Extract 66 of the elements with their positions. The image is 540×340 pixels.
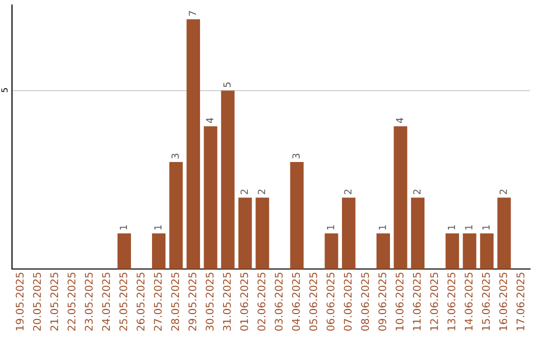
x-tick-label: 24.05.2025 — [102, 272, 110, 331]
bar — [169, 162, 183, 269]
x-tick-label: 05.06.2025 — [309, 272, 318, 331]
x-tick-label: 08.06.2025 — [361, 272, 369, 331]
x-tick-label: 13.06.2025 — [447, 272, 456, 330]
bar — [446, 233, 460, 269]
data-label: 1 — [448, 225, 455, 230]
bar — [376, 233, 390, 269]
x-tick-label: 22.05.2025 — [68, 272, 76, 331]
x-tick-label: 04.06.2025 — [292, 272, 300, 331]
data-label: 1 — [154, 225, 162, 230]
data-label: 1 — [482, 225, 490, 230]
bar — [118, 233, 131, 269]
bar — [324, 233, 338, 269]
x-tick-label: 16.06.2025 — [499, 272, 508, 330]
data-label: 2 — [500, 190, 507, 194]
bar — [152, 233, 166, 269]
x-tick-label: 25.05.2025 — [119, 272, 128, 331]
x-tick-label: 12.06.2025 — [430, 272, 438, 330]
bar — [411, 198, 424, 269]
x-tick-label: 26.05.2025 — [136, 272, 145, 331]
x-tick-label: 09.06.2025 — [378, 272, 386, 331]
data-label: 3 — [172, 154, 179, 158]
x-tick-label: 21.05.2025 — [50, 272, 58, 331]
bar — [186, 19, 200, 269]
data-label: 7 — [188, 11, 196, 16]
data-label: 2 — [258, 190, 266, 194]
x-tick-label: 06.06.2025 — [326, 272, 334, 331]
bar — [256, 198, 270, 269]
x-tick-label: 02.06.2025 — [258, 272, 266, 331]
data-label: 4 — [206, 118, 214, 124]
bar — [290, 162, 304, 269]
data-label: 5 — [223, 82, 231, 88]
bar — [204, 126, 218, 269]
x-tick-label: 15.06.2025 — [482, 272, 490, 330]
bar — [497, 198, 511, 269]
bar — [221, 90, 235, 269]
data-label: 4 — [396, 118, 404, 124]
bar — [480, 233, 494, 269]
x-tick-label: 29.05.2025 — [188, 272, 196, 331]
data-label: 2 — [344, 190, 352, 194]
x-tick-label: 07.06.2025 — [344, 272, 352, 331]
x-tick-label: 11.06.2025 — [412, 272, 421, 330]
bar — [342, 198, 356, 269]
x-tick-label: 14.06.2025 — [464, 272, 473, 330]
x-tick-label: 28.05.2025 — [171, 272, 180, 331]
bar — [238, 198, 252, 269]
x-tick-label: 23.05.2025 — [84, 272, 93, 331]
x-tick-label: 31.05.2025 — [222, 272, 231, 331]
data-label: 1 — [327, 225, 334, 230]
data-label: 3 — [292, 154, 300, 158]
data-label: 2 — [240, 190, 248, 194]
x-tick-label: 10.06.2025 — [396, 272, 404, 330]
bar — [394, 126, 408, 269]
x-tick-label: 17.06.2025 — [516, 272, 524, 330]
x-tick-label: 20.05.2025 — [33, 272, 41, 331]
data-label: 1 — [378, 225, 386, 230]
x-tick-label: 01.06.2025 — [240, 272, 248, 331]
data-label: 1 — [465, 225, 472, 230]
x-tick-label: 19.05.2025 — [16, 272, 24, 330]
x-tick-label: 27.05.2025 — [154, 272, 162, 331]
data-label: 2 — [413, 190, 420, 194]
data-label: 1 — [120, 225, 127, 230]
x-tick-label: 03.06.2025 — [274, 272, 283, 331]
x-tick-label: 30.05.2025 — [206, 272, 214, 331]
bar — [462, 233, 476, 269]
